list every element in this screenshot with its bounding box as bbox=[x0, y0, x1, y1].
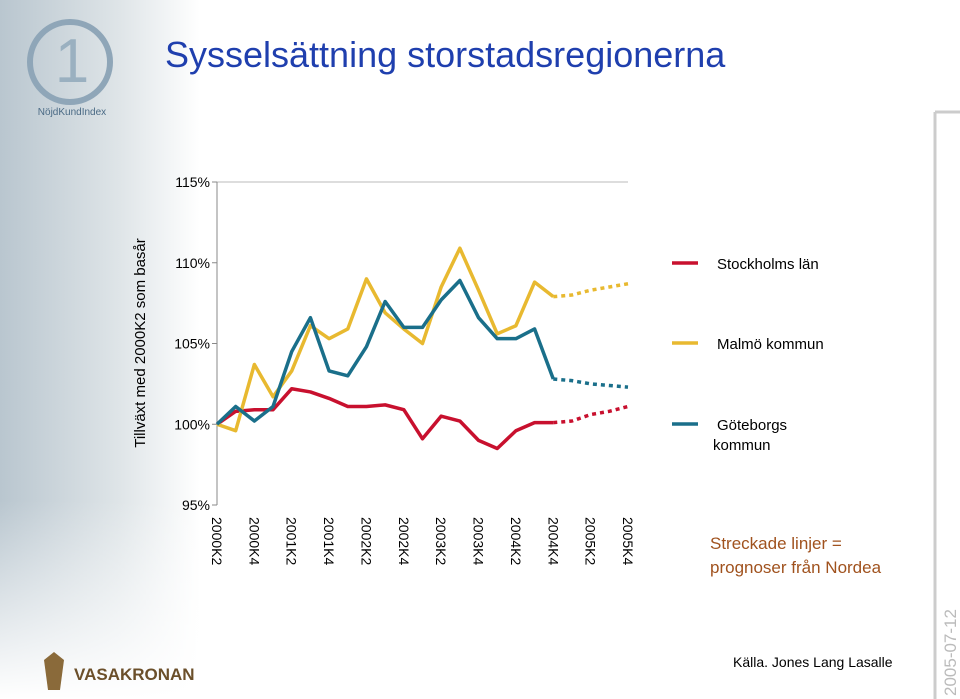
y-tick-label: 105% bbox=[174, 336, 210, 352]
legend-label: Malmö kommun bbox=[717, 336, 824, 353]
y-tick-label: 95% bbox=[182, 497, 210, 513]
x-tick-label: 2002K2 bbox=[358, 517, 374, 565]
x-tick-label: 2000K4 bbox=[246, 517, 262, 565]
vasakronan-logo: VASAKRONAN bbox=[74, 665, 195, 684]
date: 2005-07-12 bbox=[941, 609, 960, 696]
y-tick-label: 100% bbox=[174, 416, 210, 432]
series-line bbox=[215, 278, 555, 426]
x-tick-label: 2003K4 bbox=[471, 517, 487, 565]
x-tick-label: 2005K2 bbox=[583, 517, 599, 565]
series-line bbox=[216, 246, 555, 433]
x-tick-label: 2004K2 bbox=[508, 517, 524, 565]
x-tick-label: 2001K4 bbox=[321, 517, 337, 565]
logo-text: NöjdKundIndex bbox=[38, 107, 106, 118]
photo-fade bbox=[0, 500, 200, 699]
forecast-line bbox=[553, 404, 629, 425]
forecast-line bbox=[553, 377, 629, 389]
y-tick-label: 110% bbox=[175, 255, 210, 271]
forecast-line bbox=[553, 282, 629, 299]
legend-label: Stockholms län bbox=[717, 256, 819, 273]
legend-label: Göteborgs kommun bbox=[713, 417, 787, 454]
logo-digit: 1 bbox=[55, 27, 89, 96]
x-tick-label: 2001K2 bbox=[284, 517, 300, 565]
vasakronan-icon bbox=[44, 652, 64, 690]
title: Sysselsättning storstadsregionerna bbox=[165, 34, 726, 75]
plot: 95% 100% 105% 110% 115% 2000K2 2000K4 2001K2 200… bbox=[174, 174, 824, 565]
x-tick-label: 2002K4 bbox=[396, 517, 412, 565]
source: Källa. Jones Lang Lasalle bbox=[733, 654, 893, 670]
x-tick-label: 2003K2 bbox=[433, 517, 449, 565]
note: Streckade linjer = prognoser från Nordea bbox=[710, 534, 882, 577]
y-tick-label: 115% bbox=[175, 174, 210, 190]
x-tick-label: 2004K4 bbox=[545, 517, 561, 565]
series-line bbox=[216, 386, 554, 451]
logo-ring bbox=[27, 19, 113, 105]
x-tick-label: 2000K2 bbox=[209, 517, 225, 565]
x-tick-label: 2005K4 bbox=[620, 517, 636, 565]
y-axis-label: Tillväxt med 2000K2 som basår bbox=[132, 238, 149, 448]
